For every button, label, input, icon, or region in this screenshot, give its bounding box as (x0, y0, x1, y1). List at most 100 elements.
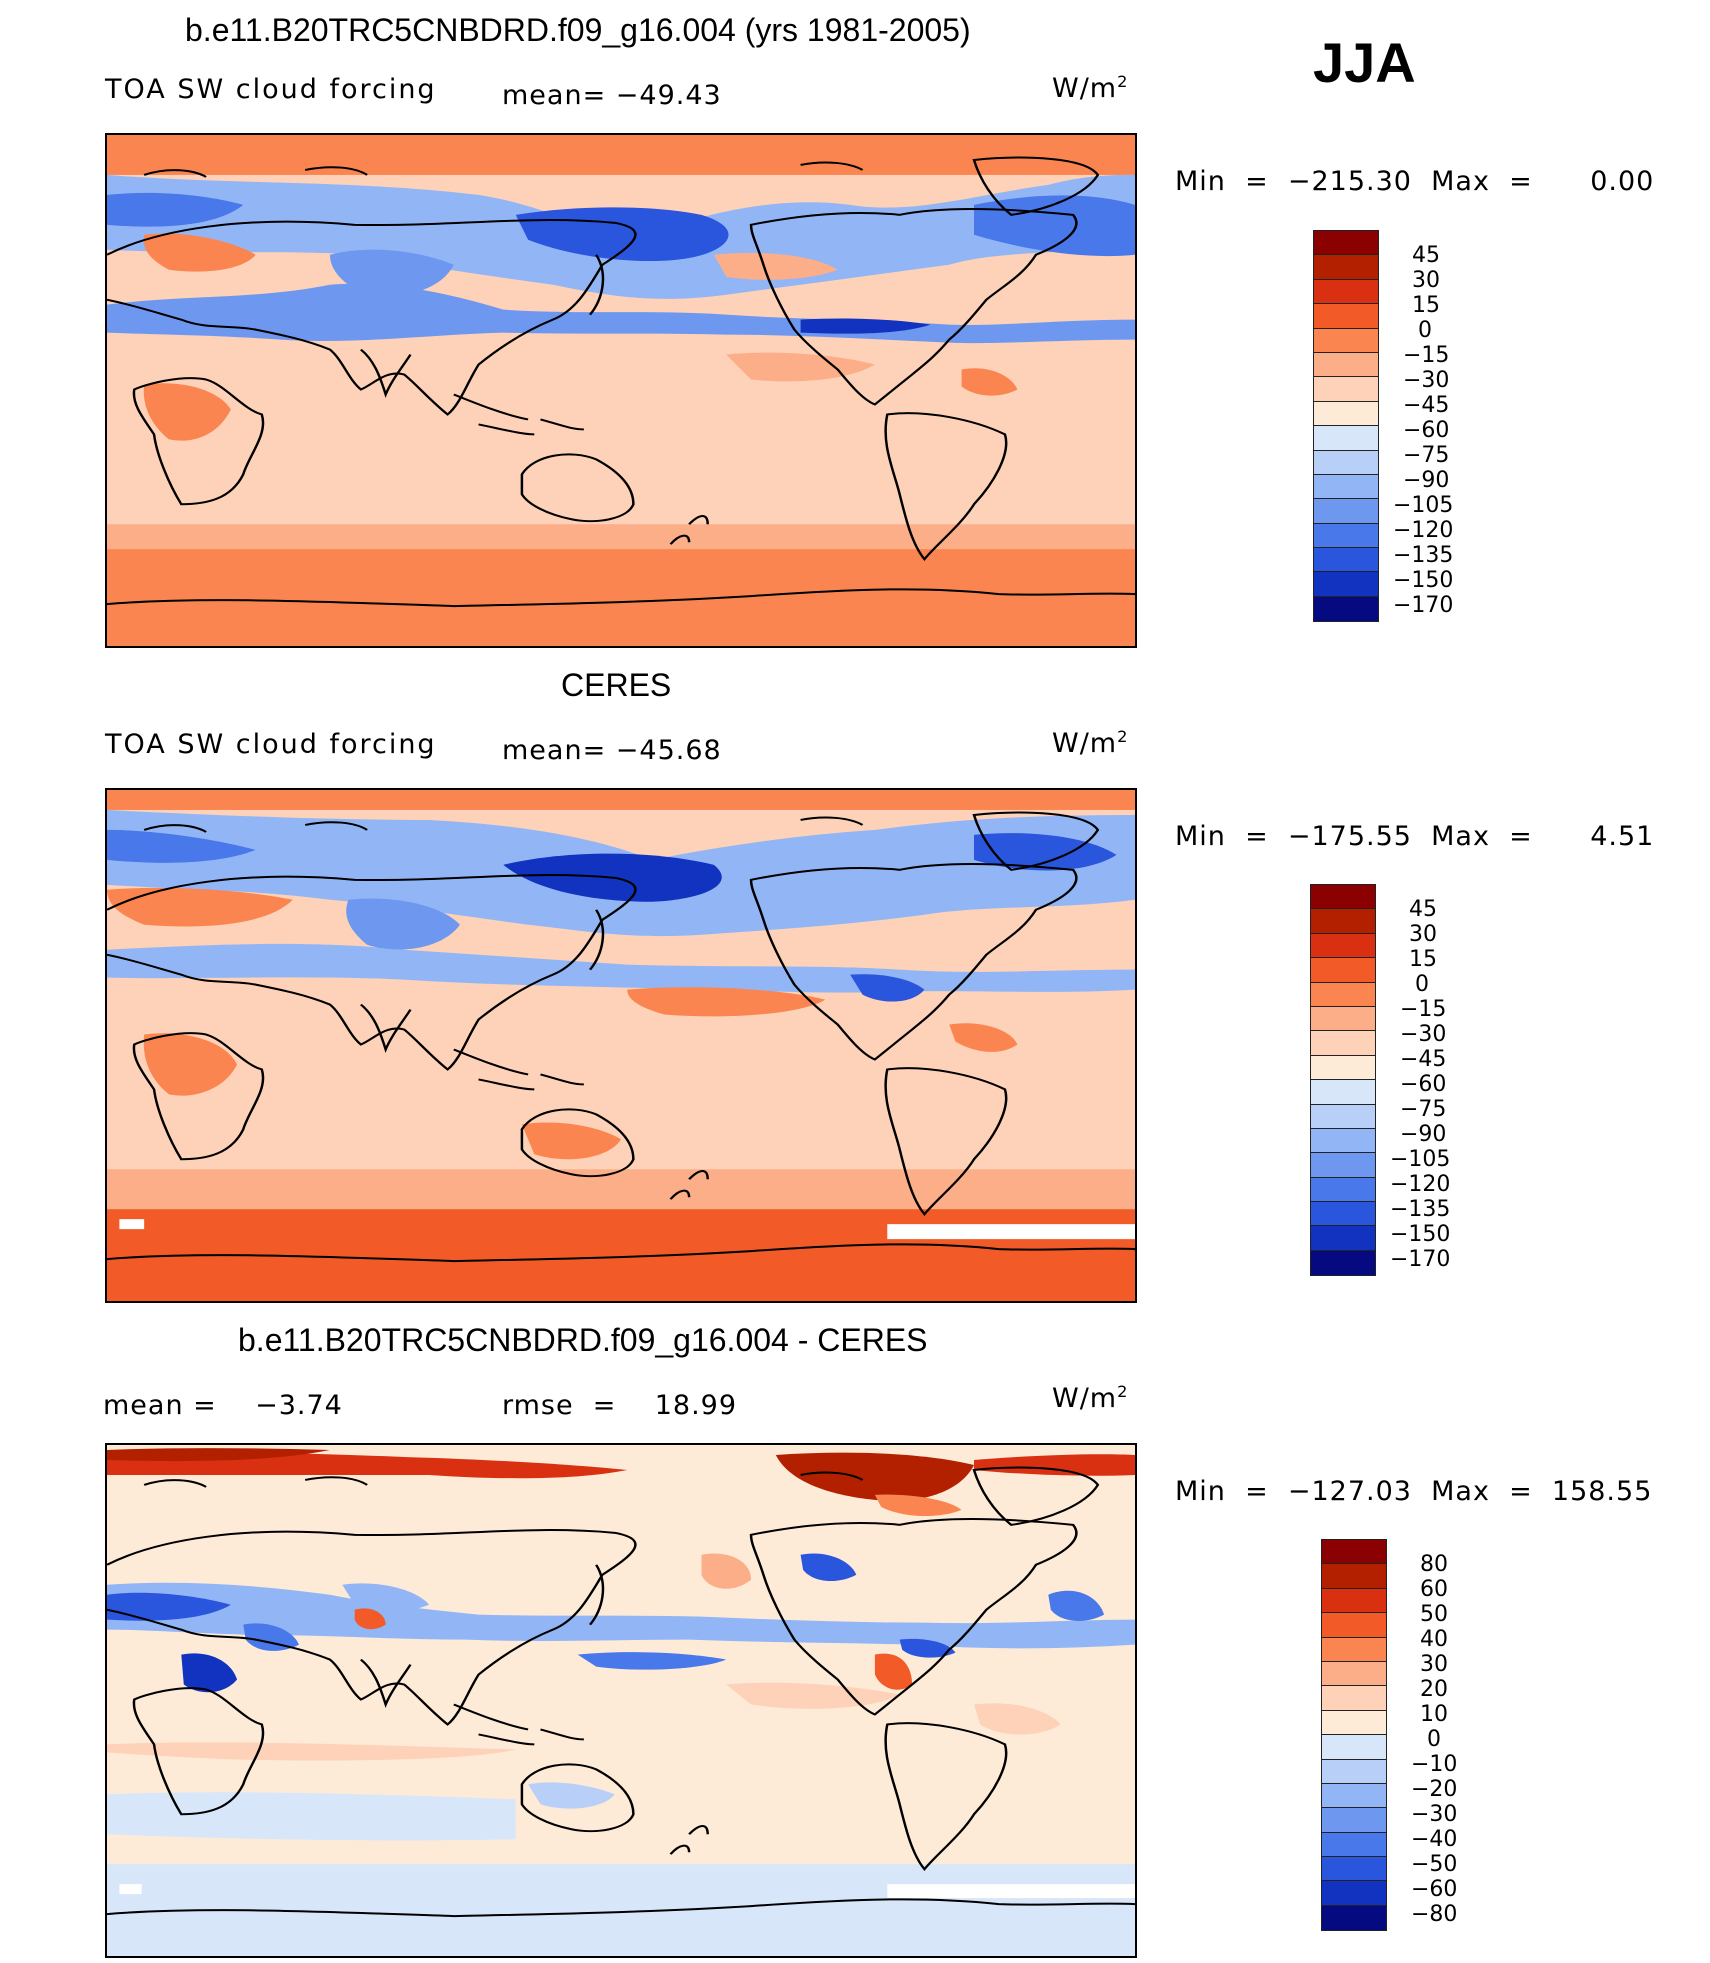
season-label: JJA (1313, 31, 1416, 94)
panel-3-units: W/m2 (1052, 1382, 1128, 1414)
colorbar-cell (1311, 1202, 1375, 1227)
colorbar-label: 0 (1427, 1727, 1441, 1752)
colorbar-label: −45 (1403, 393, 1450, 418)
colorbar-cell (1322, 1710, 1386, 1736)
panel-3-mean: mean = −3.74 (103, 1390, 343, 1421)
colorbar-label: −90 (1400, 1122, 1447, 1147)
colorbar-cell (1314, 499, 1378, 524)
panel-2-units: W/m2 (1052, 727, 1128, 759)
colorbar-cell (1322, 1735, 1386, 1760)
panel-1-units-exp: 2 (1117, 72, 1129, 91)
colorbar-cell (1314, 255, 1378, 280)
colorbar-cell (1311, 1006, 1375, 1032)
colorbar-label: −170 (1390, 1247, 1451, 1272)
colorbar-cell (1322, 1905, 1386, 1931)
colorbar-cell (1322, 1540, 1386, 1565)
panel-3-minmax: Min = −127.03 Max = 158.55 (1175, 1476, 1653, 1507)
panel-1-variable: TOA SW cloud forcing (105, 74, 437, 105)
panel-3-colorbar (1321, 1539, 1387, 1932)
colorbar-cell (1322, 1637, 1386, 1662)
colorbar-cell (1322, 1832, 1386, 1858)
panel-1-units-base: W/m (1052, 73, 1118, 104)
panel-1-mean: mean= −49.43 (502, 80, 722, 111)
colorbar-cell (1314, 279, 1378, 305)
colorbar-cell (1311, 909, 1375, 934)
colorbar-label: −90 (1403, 468, 1450, 493)
colorbar-label: 60 (1420, 1577, 1448, 1602)
colorbar-cell (1311, 1177, 1375, 1203)
colorbar-label: −75 (1403, 443, 1450, 468)
colorbar-label: 50 (1420, 1602, 1448, 1627)
colorbar-label: −10 (1411, 1752, 1458, 1777)
colorbar-label: 40 (1420, 1627, 1448, 1652)
colorbar-cell (1311, 1128, 1375, 1154)
colorbar-label: 30 (1412, 268, 1440, 293)
panel-1-minmax: Min = −215.30 Max = 0.00 (1175, 166, 1655, 197)
colorbar-cell (1311, 982, 1375, 1007)
colorbar-label: −150 (1390, 1222, 1451, 1247)
colorbar-label: −20 (1411, 1777, 1458, 1802)
colorbar-label: −120 (1390, 1172, 1451, 1197)
colorbar-cell (1311, 1031, 1375, 1056)
colorbar-cell (1314, 548, 1378, 573)
panel-2-map (105, 788, 1137, 1303)
colorbar-cell (1322, 1857, 1386, 1882)
colorbar-label: −30 (1400, 1022, 1447, 1047)
colorbar-cell (1314, 474, 1378, 500)
colorbar-label: 30 (1409, 922, 1437, 947)
colorbar-label: −135 (1393, 543, 1454, 568)
colorbar-label: 30 (1420, 1652, 1448, 1677)
panel-3-units-base: W/m (1052, 1383, 1118, 1414)
colorbar-label: −60 (1403, 418, 1450, 443)
colorbar-label: −45 (1400, 1047, 1447, 1072)
colorbar-label: 10 (1420, 1702, 1448, 1727)
colorbar-label: −30 (1403, 368, 1450, 393)
colorbar-cell (1322, 1686, 1386, 1711)
panel-3-rmse: rmse = 18.99 (502, 1390, 738, 1421)
panel-3-title: b.e11.B20TRC5CNBDRD.f09_g16.004 - CERES (238, 1322, 928, 1358)
colorbar-cell (1311, 933, 1375, 959)
colorbar-cell (1322, 1881, 1386, 1906)
colorbar-label: −150 (1393, 568, 1454, 593)
colorbar-cell (1314, 572, 1378, 597)
colorbar-label: 0 (1418, 318, 1432, 343)
colorbar-cell (1314, 596, 1378, 622)
colorbar-cell (1314, 352, 1378, 378)
colorbar-label: −60 (1400, 1072, 1447, 1097)
colorbar-label: 15 (1412, 293, 1440, 318)
colorbar-label: −105 (1390, 1147, 1451, 1172)
colorbar-label: −40 (1411, 1827, 1458, 1852)
colorbar-cell (1311, 1055, 1375, 1081)
colorbar-label: 0 (1415, 972, 1429, 997)
colorbar-cell (1311, 958, 1375, 983)
colorbar-label: 45 (1409, 897, 1437, 922)
colorbar-cell (1314, 328, 1378, 353)
panel-2-title: CERES (561, 667, 672, 703)
colorbar-label: 20 (1420, 1677, 1448, 1702)
colorbar-label: −105 (1393, 493, 1454, 518)
colorbar-label: −60 (1411, 1877, 1458, 1902)
colorbar-cell (1322, 1808, 1386, 1833)
colorbar-label: −80 (1411, 1902, 1458, 1927)
colorbar-label: −15 (1403, 343, 1450, 368)
colorbar-cell (1322, 1661, 1386, 1687)
colorbar-cell (1322, 1588, 1386, 1614)
panel-1-map (105, 133, 1137, 648)
colorbar-label: −120 (1393, 518, 1454, 543)
colorbar-label: −170 (1393, 593, 1454, 618)
colorbar-cell (1322, 1564, 1386, 1589)
colorbar-cell (1322, 1613, 1386, 1638)
panel-2-mean: mean= −45.68 (502, 735, 722, 766)
panel-2-units-base: W/m (1052, 728, 1118, 759)
colorbar-cell (1311, 1250, 1375, 1276)
colorbar-cell (1314, 523, 1378, 549)
colorbar-label: −30 (1411, 1802, 1458, 1827)
colorbar-cell (1311, 1153, 1375, 1178)
colorbar-cell (1314, 304, 1378, 329)
colorbar-cell (1322, 1783, 1386, 1809)
panel-2-units-exp: 2 (1117, 727, 1129, 746)
colorbar-cell (1314, 450, 1378, 475)
panel-1-colorbar (1313, 230, 1379, 623)
panel-3-map (105, 1443, 1137, 1958)
colorbar-label: −135 (1390, 1197, 1451, 1222)
